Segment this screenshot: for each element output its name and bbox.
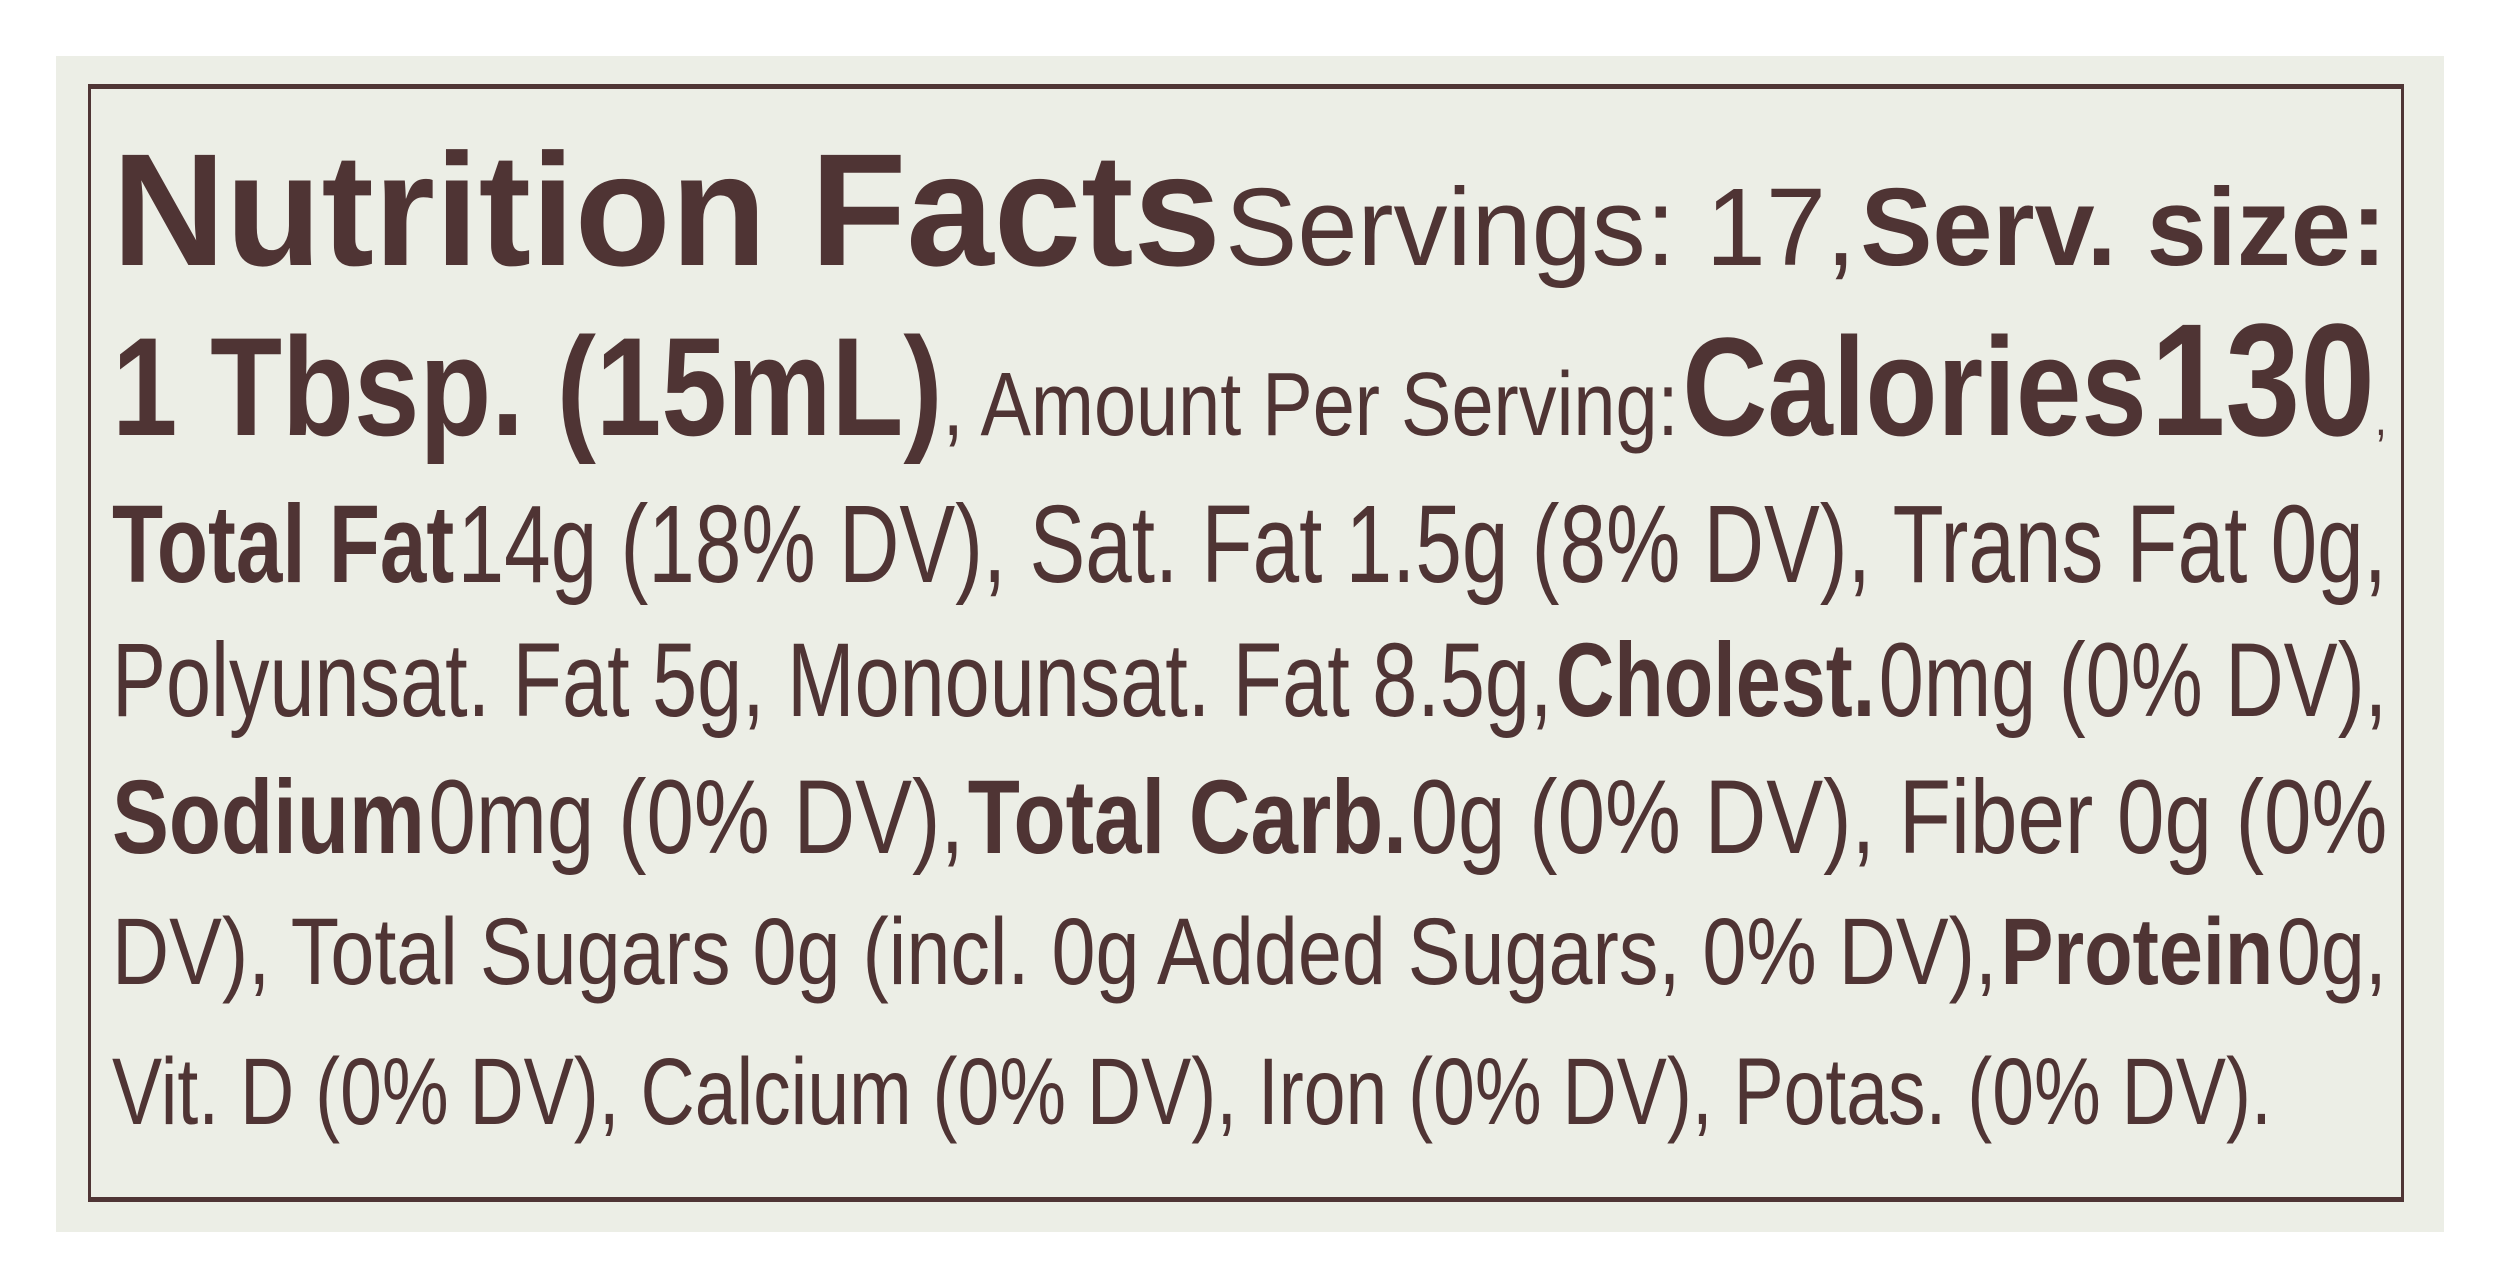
calories-label: Calories bbox=[1682, 308, 2147, 465]
label-border bbox=[88, 84, 2404, 1202]
sodium-label: Sodium bbox=[112, 759, 425, 876]
carb-label: Total Carb. bbox=[967, 759, 1407, 876]
protein-label: Protein bbox=[2000, 899, 2274, 1005]
total-fat-label: Total Fat bbox=[112, 483, 455, 606]
servings-text: Servings: 17, bbox=[1225, 166, 1856, 289]
sodium-carb-line: Sodium 0mg (0% DV), Total Carb. 0g (0% D… bbox=[112, 765, 2387, 870]
title-line: Nutrition Facts Servings: 17, Serv. size… bbox=[112, 130, 2387, 290]
serving-size-label: Serv. size: bbox=[1860, 166, 2387, 289]
label-title: Nutrition Facts bbox=[112, 120, 1221, 299]
fat-line: Total Fat 14g (18% DV), Sat. Fat 1.5g (8… bbox=[112, 490, 2387, 600]
label-panel bbox=[56, 56, 2444, 1232]
sodium-value: 0mg (0% DV), bbox=[428, 759, 965, 876]
total-fat-value: 14g (18% DV), Sat. Fat 1.5g (8% DV), Tra… bbox=[457, 483, 2387, 606]
sugars-protein-line: DV), Total Sugars 0g (incl. 0g Added Sug… bbox=[112, 905, 2387, 1000]
vitamins-line: Vit. D (0% DV), Calcium (0% DV), Iron (0… bbox=[112, 1045, 2272, 1140]
calories-value: 130 bbox=[2150, 290, 2375, 469]
fats-cholesterol-line: Polyunsat. Fat 5g, Monounsat. Fat 8.5g, … bbox=[112, 628, 2387, 733]
serving-size-value: 1 Tbsp. (15mL) bbox=[112, 308, 943, 465]
protein-value: 0g, bbox=[2276, 899, 2387, 1005]
calories-comma: , bbox=[2374, 390, 2387, 446]
carb-value: 0g (0% DV), Fiber 0g (0% bbox=[1410, 759, 2388, 876]
fats-text: Polyunsat. Fat 5g, Monounsat. Fat 8.5g, bbox=[112, 622, 1553, 739]
serving-line: 1 Tbsp. (15mL), Amount Per Serving: Calo… bbox=[112, 300, 2387, 460]
cholesterol-value: 0mg (0% DV), bbox=[1878, 622, 2388, 739]
cholesterol-label: Cholest. bbox=[1555, 622, 1876, 739]
amount-per-serving: , Amount Per Serving: bbox=[942, 355, 1679, 455]
vitamins-text: Vit. D (0% DV), Calcium (0% DV), Iron (0… bbox=[112, 1039, 2272, 1145]
sugars-text: DV), Total Sugars 0g (incl. 0g Added Sug… bbox=[112, 899, 1997, 1005]
